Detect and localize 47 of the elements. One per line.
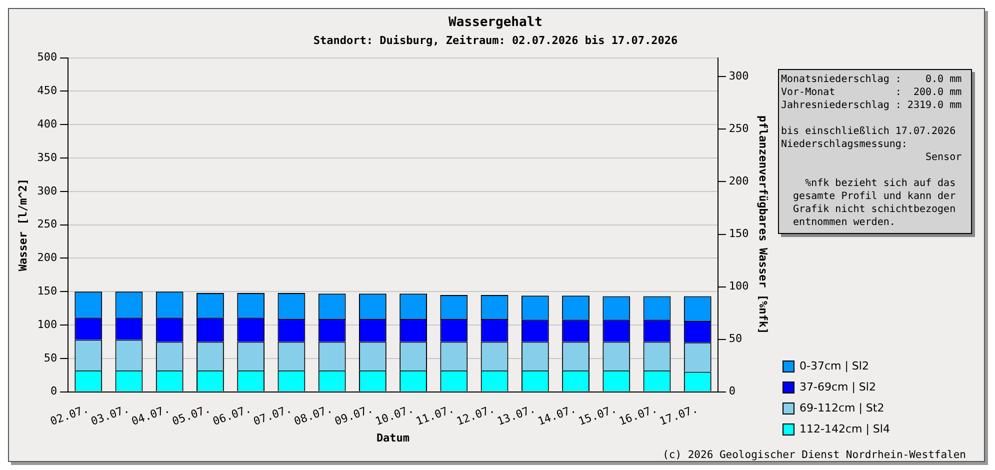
y2-tick-label: 150 bbox=[728, 227, 749, 240]
y-tick-label: 450 bbox=[37, 84, 58, 98]
y-tick-label: 300 bbox=[37, 184, 58, 198]
y2-tick-label: 200 bbox=[728, 174, 749, 188]
x-tick-label: 15.07. bbox=[576, 402, 618, 428]
x-tick-label: 13.07. bbox=[495, 402, 538, 428]
x-tick-label: 06.07. bbox=[211, 402, 253, 428]
y-tick-label: 150 bbox=[37, 284, 58, 298]
y2-tick-label: 0 bbox=[728, 384, 736, 398]
y2-tick-label: 100 bbox=[728, 280, 749, 293]
y-tick-label: 250 bbox=[37, 218, 58, 231]
x-tick-label: 08.07. bbox=[292, 402, 334, 428]
legend-label: 37-69cm | Sl2 bbox=[800, 380, 876, 394]
x-tick-label: 04.07. bbox=[130, 402, 172, 428]
y-tick-label: 400 bbox=[37, 117, 58, 130]
y-tick-label: 500 bbox=[37, 50, 58, 64]
x-tick-label: 07.07. bbox=[252, 402, 294, 428]
x-tick-label: 10.07. bbox=[374, 402, 416, 428]
x-tick-label: 14.07. bbox=[536, 402, 578, 428]
y-tick-label: 350 bbox=[37, 150, 58, 164]
y-axis-title: Wasser [l/m^2] bbox=[16, 178, 30, 272]
legend-label: 0-37cm | Sl2 bbox=[800, 359, 869, 372]
legend-label: 112-142cm | Sl4 bbox=[800, 422, 890, 436]
legend-label: 69-112cm | St2 bbox=[800, 401, 884, 414]
text: (c) 2026 Geologischer Dienst Nordrhein-Westfalen bbox=[662, 449, 966, 461]
y-tick-label: 200 bbox=[37, 251, 58, 264]
x-axis-title: Datum bbox=[376, 431, 410, 444]
x-tick-label: 16.07. bbox=[617, 402, 660, 428]
x-tick-label: 11.07. bbox=[414, 402, 456, 428]
text: bis einschließlich 17.07.2026 Niederschlagsmessung: Sensor bbox=[781, 126, 962, 163]
x-tick-label: 17.07. bbox=[658, 402, 700, 428]
chart-subtitle: Standort: Duisburg, Zeitraum: 02.07.2026 bis 17.07.2026 bbox=[313, 34, 678, 48]
y2-tick-label: 300 bbox=[728, 70, 749, 83]
x-tick-label: 02.07. bbox=[48, 402, 90, 428]
y-tick-label: 0 bbox=[50, 384, 58, 398]
x-tick-label: 03.07. bbox=[89, 402, 131, 428]
y-tick-label: 50 bbox=[44, 351, 58, 364]
y-tick-label: 100 bbox=[37, 318, 58, 331]
y2-tick-label: 50 bbox=[728, 332, 742, 346]
text: Monatsniederschlag : 0.0 mm Vor-Monat : 200.0 mm Jahresniederschlag : 2319.0 mm bbox=[781, 73, 963, 112]
x-tick-label: 09.07. bbox=[332, 402, 375, 428]
x-tick-label: 05.07. bbox=[170, 402, 212, 428]
y2-axis-title: pflanzenverfügbares Wasser [%nfk] bbox=[756, 116, 770, 334]
y2-tick-label: 250 bbox=[728, 122, 749, 136]
x-tick-label: 12.07. bbox=[454, 402, 497, 428]
chart-title: Wassergehalt bbox=[448, 15, 542, 30]
text: %nfk bezieht sich auf das gesamte Profil und kann der Grafik nicht schichtbezogen entnommen werden. bbox=[792, 177, 957, 229]
